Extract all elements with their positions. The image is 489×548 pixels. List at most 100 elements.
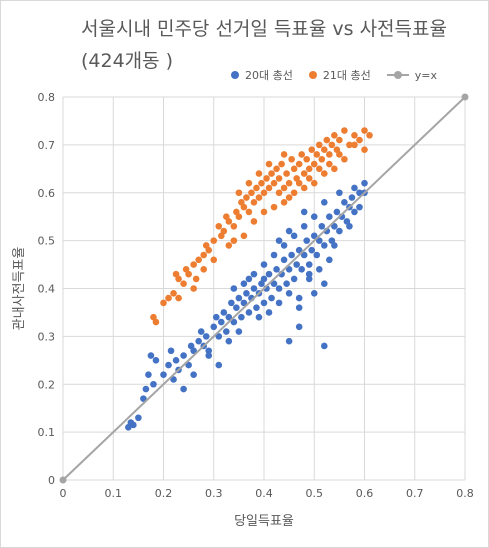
legend-marker-yx: [386, 71, 409, 79]
y-tick-label: 0.7: [38, 139, 56, 152]
data-point-series-1: [273, 165, 280, 173]
data-point-series-1: [290, 189, 298, 197]
data-point-series-0: [230, 318, 238, 326]
data-point-series-1: [280, 184, 288, 192]
data-point-series-0: [331, 242, 338, 249]
data-point-series-0: [235, 294, 243, 302]
data-point-series-1: [310, 179, 318, 187]
data-point-series-0: [180, 352, 187, 359]
data-point-series-0: [225, 337, 233, 345]
data-point-series-1: [175, 275, 182, 283]
data-point-series-0: [295, 246, 303, 254]
data-point-series-0: [223, 328, 230, 335]
data-point-series-1: [215, 222, 223, 230]
data-point-series-0: [180, 385, 187, 393]
data-point-series-1: [258, 179, 265, 187]
data-point-series-0: [321, 242, 328, 249]
data-point-series-1: [265, 184, 273, 192]
data-point-series-1: [225, 242, 233, 249]
data-point-series-0: [283, 280, 290, 288]
data-point-series-1: [160, 299, 167, 307]
data-point-series-0: [172, 357, 180, 364]
data-point-series-1: [285, 194, 293, 201]
data-point-series-0: [336, 227, 343, 235]
data-point-series-1: [336, 151, 343, 158]
y-axis-title: 관내사전득표율: [12, 247, 27, 331]
data-point-series-1: [195, 256, 202, 264]
data-point-series-1: [346, 141, 353, 149]
data-point-series-0: [275, 237, 283, 244]
data-point-series-0: [190, 371, 197, 378]
data-point-series-1: [225, 218, 233, 225]
data-point-series-0: [245, 275, 253, 283]
y-tick-label: 0.6: [38, 187, 56, 200]
data-point-series-1: [253, 184, 260, 192]
data-point-series-1: [290, 165, 298, 173]
data-point-series-0: [265, 309, 273, 316]
data-point-series-1: [323, 136, 331, 144]
data-point-series-1: [295, 160, 303, 168]
data-point-series-0: [147, 352, 155, 359]
data-point-series-1: [341, 155, 348, 163]
data-point-series-1: [300, 170, 308, 177]
legend-label-21: 21대 총선: [322, 69, 371, 82]
data-point-series-0: [250, 285, 258, 292]
data-point-series-0: [233, 304, 240, 311]
legend-item-20: 20대 총선: [231, 67, 293, 83]
data-point-series-0: [346, 222, 353, 230]
data-point-series-1: [351, 141, 358, 149]
x-tick-label: 0.6: [356, 487, 374, 500]
data-point-series-0: [351, 184, 358, 192]
legend-label-20: 20대 총선: [245, 69, 293, 82]
data-point-series-0: [285, 289, 293, 297]
data-point-series-0: [195, 337, 202, 345]
data-point-series-0: [300, 222, 308, 230]
data-point-series-0: [275, 285, 283, 292]
y-tick-label: 0.8: [38, 91, 56, 104]
x-tick-label: 0.3: [205, 487, 223, 500]
x-tick-label: 0: [60, 487, 67, 500]
data-point-series-1: [308, 146, 316, 153]
data-point-series-0: [285, 227, 293, 235]
data-point-series-1: [300, 184, 308, 192]
data-point-series-1: [265, 160, 273, 168]
data-point-series-0: [280, 242, 288, 249]
data-point-series-0: [300, 251, 308, 259]
data-point-series-1: [240, 203, 248, 211]
legend-item-yx: y=x: [386, 68, 437, 82]
data-point-series-1: [180, 280, 187, 288]
data-point-series-1: [328, 141, 336, 149]
data-point-series-0: [265, 270, 273, 278]
data-point-series-0: [250, 270, 258, 278]
data-point-series-1: [205, 246, 213, 254]
data-point-series-1: [341, 127, 348, 134]
legend-label-yx: y=x: [414, 68, 437, 82]
data-point-series-0: [202, 333, 210, 340]
data-point-series-0: [290, 275, 298, 283]
data-point-series-0: [356, 189, 363, 197]
data-point-series-0: [240, 280, 248, 288]
x-tick-label: 0.1: [105, 487, 123, 500]
data-point-series-0: [212, 313, 220, 321]
data-point-series-1: [190, 261, 197, 268]
data-point-series-1: [361, 127, 368, 134]
data-point-series-1: [313, 151, 321, 158]
data-point-series-0: [260, 275, 268, 283]
data-point-series-1: [305, 175, 313, 182]
data-point-series-0: [333, 208, 341, 216]
data-point-series-0: [273, 266, 280, 273]
y-tick-label: 0.3: [38, 330, 56, 343]
data-point-series-1: [361, 146, 368, 153]
data-point-series-0: [303, 237, 311, 244]
data-point-series-0: [298, 266, 305, 273]
data-point-series-1: [336, 136, 343, 144]
data-point-series-1: [255, 194, 263, 201]
x-tick-label: 0.7: [406, 487, 424, 500]
data-point-series-0: [270, 251, 278, 259]
data-point-series-0: [308, 246, 316, 254]
data-point-series-1: [192, 275, 200, 283]
data-point-series-1: [260, 189, 268, 197]
data-point-series-0: [331, 222, 338, 230]
data-point-series-0: [321, 199, 328, 206]
